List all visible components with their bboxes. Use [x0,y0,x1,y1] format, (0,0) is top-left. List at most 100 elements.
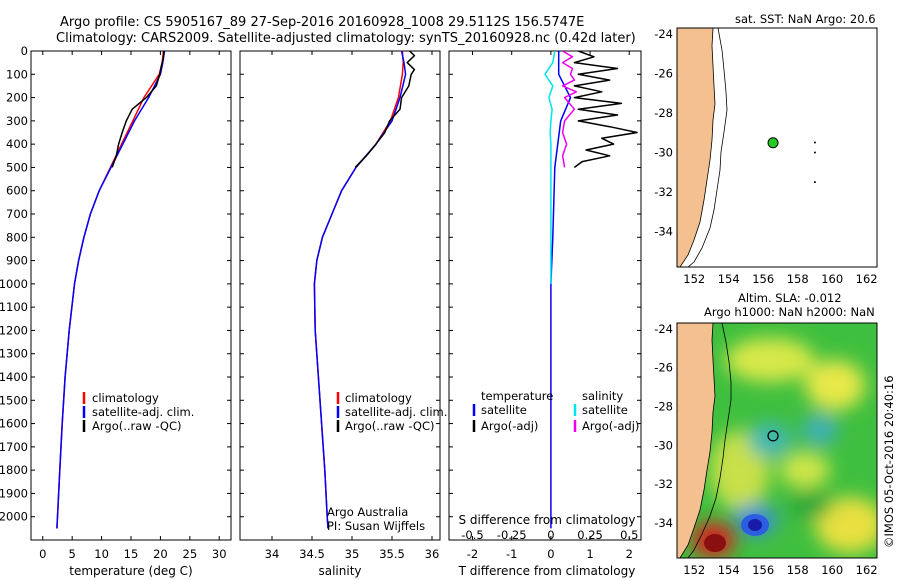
difference-xlabel-temperature: T difference from climatology [458,564,636,578]
land-australia [677,323,716,558]
sla-yellow-southeast [815,497,877,553]
legend-label-satellite: satellite-adj. clim. [92,405,194,419]
annotation-pi: PI: Susan Wijffels [327,519,425,533]
x-tick-label: 158 [787,563,809,577]
series-line-temperature-argo-adj- [573,51,638,169]
y-tick-label: 1700 [0,440,28,454]
legend-label-climatology: climatology [345,391,412,405]
y-tick-label: -30 [654,145,673,159]
sst-map-title: sat. SST: NaN Argo: 20.6 [735,12,876,26]
y-tick-label: 700 [6,207,28,221]
sla-red-eddy-core [704,534,726,552]
data-point [813,151,816,154]
series-line-salinity-satellite [544,51,556,284]
salinity-xlabel: salinity [318,564,361,578]
x-tick-label: 10 [94,547,109,561]
legend-label-argo: Argo(..raw -QC) [92,419,182,433]
x-tick-label: 160 [821,272,843,286]
y-tick-label: 1300 [0,347,28,361]
x-tick-label-salinity: 0.5 [620,528,638,542]
x-tick-label: -2 [467,547,478,561]
data-point [813,181,816,184]
y-tick-label: 800 [6,230,28,244]
x-tick-label-salinity: -0.5 [461,528,483,542]
annotation-argo-australia: Argo Australia [327,505,408,519]
x-tick-label: 0 [547,547,554,561]
shelf-contour [687,323,732,558]
temperature-plot-area [56,51,166,529]
y-tick-label: 1000 [0,277,28,291]
series-line-argo-raw-qc- [354,51,416,168]
difference-xlabel-salinity: S difference from climatology [459,513,636,527]
y-tick-label: -28 [654,106,673,120]
x-tick-label: -1 [506,547,517,561]
x-tick-label: 36 [425,547,440,561]
legend-header-salinity: salinity [582,389,623,403]
x-tick-label-salinity: 0 [547,528,554,542]
x-tick-label: 35 [345,547,360,561]
y-tick-label: 500 [6,160,28,174]
temperature-xlabel: temperature (deg C) [69,564,192,578]
x-tick-label: 160 [821,563,843,577]
x-tick-label: 30 [212,547,227,561]
title-line-1: Argo profile: CS 5905167_89 27-Sep-2016 … [60,15,584,30]
shelf-contour [687,28,728,267]
sla-cyan-2 [802,414,838,446]
x-tick-label: 25 [183,547,198,561]
x-tick-label: 158 [787,272,809,286]
series-line-temperature-satellite [550,51,572,529]
legend-label-climatology: climatology [92,391,159,405]
legend-label-argo: Argo(..raw -QC) [345,419,435,433]
legend-label-satellite: satellite-adj. clim. [345,405,447,419]
x-tick-label: 35.5 [379,547,405,561]
x-tick-label-salinity: -0.25 [497,528,527,542]
difference-plot-area [544,51,638,529]
sla-blue-eddy-core [748,519,762,531]
y-tick-label: 200 [6,91,28,105]
title-line-2: Climatology: CARS2009. Satellite-adjuste… [56,31,636,46]
y-tick-label: 1100 [0,300,28,314]
sla-map-title-2: Argo h1000: NaN h2000: NaN [704,305,875,319]
y-tick-label: -26 [654,361,673,375]
sst-points [813,141,816,184]
y-tick-label: 0 [21,44,28,58]
y-tick-label: 400 [6,137,28,151]
x-tick-label: 162 [856,272,878,286]
y-tick-label: 1900 [0,486,28,500]
argo-float-marker[interactable] [767,430,779,442]
sla-yellow-east [805,360,865,410]
x-tick-label: 0 [39,547,46,561]
sla-green-dark [788,491,832,519]
difference-panel [448,50,642,541]
y-tick-label: -30 [654,438,673,452]
argo-float-marker[interactable] [767,137,779,149]
legend-label-sal-argo: Argo(-adj) [582,419,639,433]
y-tick-label: 300 [6,114,28,128]
land-australia [677,28,716,267]
y-tick-label: -28 [654,400,673,414]
y-tick-label: -26 [654,66,673,80]
y-tick-label: 2000 [0,510,28,524]
salinity-legend: climatology satellite-adj. clim. Argo(..… [327,391,447,533]
sst-map-area [677,28,816,267]
y-tick-label: -24 [654,27,673,41]
sst-map-frame [676,27,878,268]
temperature-legend: climatology satellite-adj. clim. Argo(..… [82,391,194,433]
data-point [813,141,816,144]
y-tick-label: 1200 [0,323,28,337]
x-tick-label: 152 [683,272,705,286]
legend-label-sal-satellite: satellite [582,403,628,417]
y-tick-label: 600 [6,184,28,198]
series-line-salinity-argo-adj- [561,51,578,168]
legend-header-temperature: temperature [481,389,553,403]
y-tick-label: 1800 [0,463,28,477]
x-tick-label: 154 [718,272,740,286]
salinity-plot-area [313,51,416,529]
x-tick-label: 156 [752,563,774,577]
x-tick-label: 5 [69,547,76,561]
y-tick-label: -32 [654,477,673,491]
y-tick-label: -24 [654,322,673,336]
y-tick-label: -34 [654,224,673,238]
y-tick-label: 1600 [0,417,28,431]
